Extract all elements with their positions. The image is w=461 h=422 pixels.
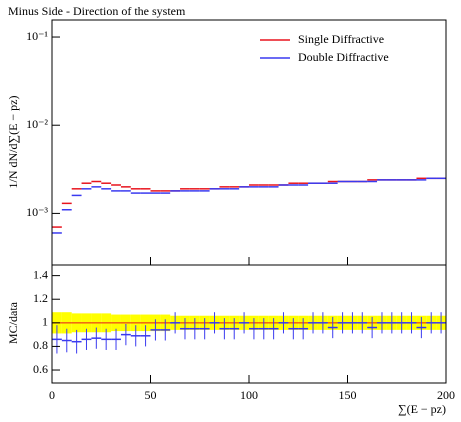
legend-label: Single Diffractive — [298, 32, 384, 46]
y-tick-label: 10⁻¹ — [26, 29, 48, 43]
x-tick-label: 150 — [339, 388, 357, 402]
ratio-tick-label: 0.8 — [33, 338, 48, 352]
x-tick-label: 100 — [240, 388, 258, 402]
chart-title: Minus Side - Direction of the system — [8, 4, 186, 18]
ratio-tick-label: 1.4 — [33, 267, 48, 281]
legend-label: Double Diffractive — [298, 50, 389, 64]
x-tick-label: 200 — [437, 388, 455, 402]
y-tick-label: 10⁻² — [26, 117, 48, 131]
ratio-tick-label: 1.2 — [33, 291, 48, 305]
x-tick-label: 0 — [49, 388, 55, 402]
ratio-axis-label: MC/data — [6, 301, 20, 344]
y-tick-label: 10⁻³ — [26, 205, 48, 219]
y-axis-label: 1/N dN/d∑(E − pz) — [6, 96, 20, 189]
ratio-tick-label: 1 — [42, 315, 48, 329]
ratio-tick-label: 0.6 — [33, 362, 48, 376]
x-axis-label: ∑(E − pz) — [398, 402, 446, 416]
x-tick-label: 50 — [145, 388, 157, 402]
